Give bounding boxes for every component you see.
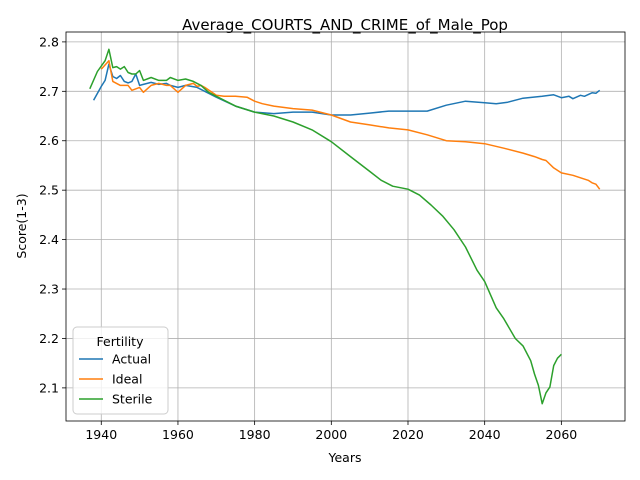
plot-frame <box>65 31 626 422</box>
y-tick-label: 2.7 <box>39 84 59 99</box>
x-axis-label: Years <box>328 450 362 465</box>
grid-lines <box>66 32 625 421</box>
x-tick-label: 2060 <box>545 427 577 442</box>
legend-label-sterile: Sterile <box>112 392 153 407</box>
y-tick-label: 2.6 <box>39 133 59 148</box>
chart-title: Average_COURTS_AND_CRIME_of_Male_Pop <box>182 16 508 35</box>
x-tick-label: 2040 <box>469 427 501 442</box>
legend-box <box>72 326 169 415</box>
series-line-actual <box>92 63 601 116</box>
x-tick-label: 1940 <box>85 427 117 442</box>
legend: Fertility Actual Ideal Sterile <box>72 326 169 415</box>
x-tick-label: 2000 <box>315 427 347 442</box>
x-axis-ticks: 1940 1960 1980 2000 2020 2040 2060 <box>85 421 577 442</box>
y-tick-label: 2.1 <box>39 380 59 395</box>
y-tick-label: 2.5 <box>39 183 59 198</box>
y-axis-ticks: 2.1 2.2 2.3 2.4 2.5 2.6 2.7 2.8 <box>39 34 66 395</box>
y-tick-label: 2.4 <box>39 232 59 247</box>
legend-label-ideal: Ideal <box>112 372 142 387</box>
legend-items: Actual Ideal Sterile <box>79 352 153 407</box>
x-tick-label: 1980 <box>239 427 271 442</box>
series-lines <box>89 48 601 405</box>
y-tick-label: 2.3 <box>39 282 59 297</box>
y-tick-label: 2.8 <box>39 34 59 49</box>
x-tick-label: 1960 <box>162 427 194 442</box>
y-tick-label: 2.2 <box>39 331 59 346</box>
x-tick-label: 2020 <box>392 427 424 442</box>
y-axis-label: Score(1-3) <box>14 193 29 258</box>
legend-title: Fertility <box>97 334 145 349</box>
series-line-sterile <box>89 48 562 405</box>
series-line-ideal <box>100 59 601 190</box>
legend-label-actual: Actual <box>112 352 151 367</box>
